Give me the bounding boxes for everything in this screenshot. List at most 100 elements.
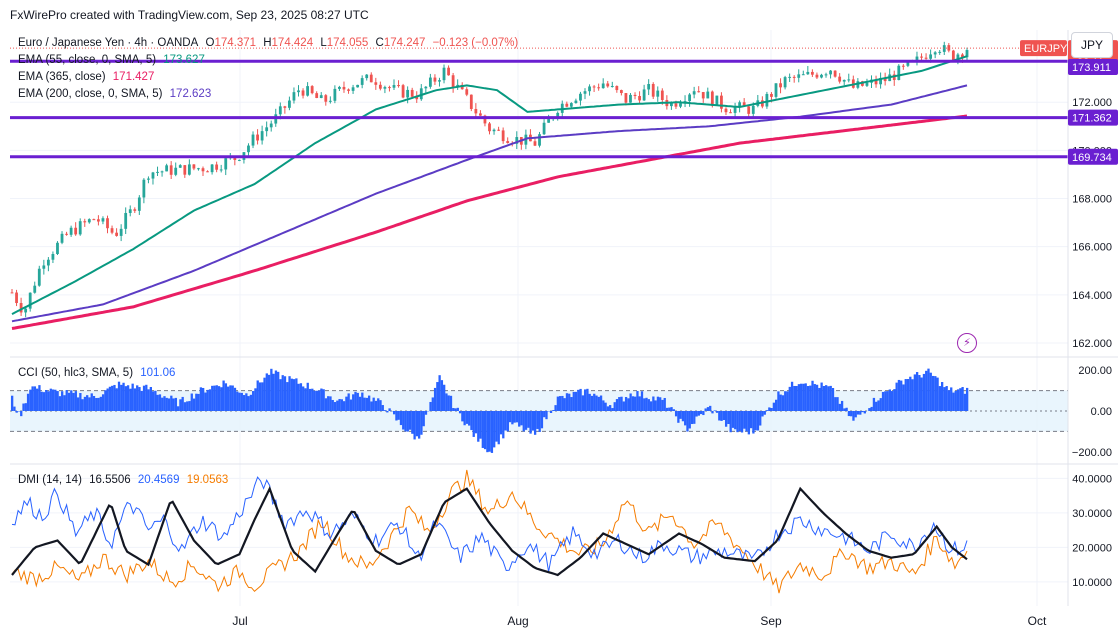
cci-bar bbox=[213, 386, 215, 411]
cci-bar bbox=[348, 393, 350, 411]
cci-bar bbox=[880, 398, 882, 411]
cci-bar bbox=[816, 385, 818, 411]
cci-bar bbox=[795, 386, 797, 411]
cci-bar bbox=[97, 398, 99, 411]
currency-button[interactable]: JPY bbox=[1071, 32, 1113, 58]
cci-bar bbox=[820, 383, 822, 411]
cci-bar bbox=[873, 398, 875, 411]
legend-cci-label: CCI (50, hlc3, SMA, 5) bbox=[18, 367, 133, 379]
legend-ema365[interactable]: EMA (365, close) 171.427 bbox=[18, 71, 158, 83]
candle-body bbox=[115, 233, 118, 236]
cci-pane[interactable] bbox=[10, 369, 1068, 453]
cci-bar bbox=[645, 398, 647, 411]
cci-bar bbox=[81, 399, 83, 411]
cci-bar bbox=[752, 411, 754, 434]
cci-bar bbox=[382, 405, 384, 411]
candle-body bbox=[152, 172, 155, 178]
cci-bar bbox=[288, 376, 290, 411]
cci-bar bbox=[839, 404, 841, 411]
dmi-pane[interactable] bbox=[12, 470, 967, 593]
cci-bar bbox=[266, 373, 268, 411]
legend-ema200[interactable]: EMA (200, close, 0, SMA, 5) 172.623 bbox=[18, 88, 215, 100]
cci-bar bbox=[457, 408, 459, 411]
cci-bar bbox=[416, 411, 418, 436]
cci-bar bbox=[50, 389, 52, 411]
cci-bar bbox=[452, 408, 454, 411]
cci-bar bbox=[38, 385, 40, 411]
candle-body bbox=[661, 91, 664, 100]
candle-body bbox=[252, 135, 255, 146]
cci-bar bbox=[54, 390, 56, 411]
candle-body bbox=[220, 169, 223, 170]
cci-bar bbox=[332, 400, 334, 411]
candle-body bbox=[47, 260, 50, 266]
cci-bar bbox=[88, 397, 90, 411]
cci-bar bbox=[118, 382, 120, 411]
candle-body bbox=[656, 91, 659, 97]
candle-body bbox=[920, 57, 923, 58]
cci-bar bbox=[789, 387, 791, 411]
lightning-icon[interactable]: ⚡ bbox=[957, 333, 977, 353]
cci-bar bbox=[293, 379, 295, 411]
cci-bar bbox=[730, 411, 732, 432]
candle-body bbox=[493, 130, 496, 132]
cci-bar bbox=[43, 392, 45, 411]
cci-bar bbox=[911, 379, 913, 411]
cci-bar bbox=[923, 374, 925, 411]
candle-body bbox=[370, 75, 373, 83]
candle-body bbox=[142, 180, 145, 198]
cci-bar bbox=[377, 398, 379, 411]
cci-bar bbox=[66, 390, 68, 411]
legend-dmi[interactable]: DMI (14, 14) 16.5506 20.4569 19.0563 bbox=[18, 474, 232, 486]
candle-body bbox=[193, 164, 196, 168]
candle-body bbox=[679, 103, 682, 106]
candle-body bbox=[734, 107, 737, 113]
candle-body bbox=[384, 87, 387, 89]
level-mid-tag: 171.362 bbox=[1072, 113, 1112, 125]
candle-body bbox=[65, 234, 68, 235]
cci-bar bbox=[493, 411, 495, 447]
cci-bar bbox=[479, 411, 481, 439]
candle-body bbox=[565, 104, 568, 107]
cci-bar bbox=[925, 371, 927, 411]
ema200-line bbox=[12, 85, 967, 321]
cci-bar bbox=[698, 411, 700, 416]
cci-bar bbox=[745, 411, 747, 431]
cci-tick-label: −200.00 bbox=[1072, 447, 1112, 459]
legend-ema55-label: EMA (55, close, 0, SMA, 5) bbox=[18, 54, 156, 66]
cci-bar bbox=[345, 397, 347, 411]
cci-bar bbox=[857, 411, 859, 415]
cci-bar bbox=[220, 387, 222, 411]
cci-bar bbox=[318, 390, 320, 411]
cci-bar bbox=[591, 396, 593, 411]
cci-bar bbox=[905, 379, 907, 411]
cci-bar bbox=[602, 400, 604, 411]
legend-cci[interactable]: CCI (50, hlc3, SMA, 5) 101.06 bbox=[18, 367, 179, 379]
cci-bar bbox=[425, 411, 427, 415]
cci-bar bbox=[800, 384, 802, 411]
ema55-tag: 173.911 bbox=[1072, 62, 1111, 74]
cci-bar bbox=[268, 375, 270, 411]
cci-bar bbox=[720, 411, 722, 421]
cci-bar bbox=[16, 411, 18, 413]
cci-bar bbox=[370, 401, 372, 411]
cci-bar bbox=[263, 378, 265, 411]
cci-bar bbox=[161, 398, 163, 411]
candle-body bbox=[443, 68, 446, 80]
price-pane[interactable] bbox=[10, 42, 1068, 329]
candle-body bbox=[775, 83, 778, 97]
cci-bar bbox=[334, 402, 336, 411]
candle-body bbox=[211, 165, 214, 173]
cci-bar bbox=[689, 411, 691, 428]
cci-bar bbox=[409, 411, 411, 430]
cci-bar bbox=[195, 394, 197, 411]
cci-bar bbox=[468, 411, 470, 426]
cci-bar bbox=[500, 411, 502, 434]
candle-body bbox=[315, 93, 318, 98]
candle-body bbox=[670, 103, 673, 106]
legend-ema55[interactable]: EMA (55, close, 0, SMA, 5) 173.627 bbox=[18, 54, 209, 66]
legend-ema200-value: 172.623 bbox=[170, 88, 212, 100]
candle-body bbox=[283, 106, 286, 108]
legend-ohlc[interactable]: Euro / Japanese Yen · 4h · OANDA O174.37… bbox=[18, 37, 522, 49]
